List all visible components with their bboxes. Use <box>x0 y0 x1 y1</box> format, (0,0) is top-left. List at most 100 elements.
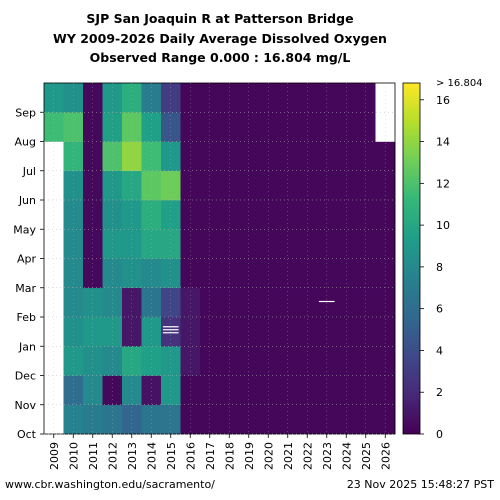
heatmap-cell <box>83 346 103 376</box>
heatmap-cell <box>200 258 220 289</box>
heatmap-cell <box>336 287 357 318</box>
heatmap-cell <box>278 170 298 201</box>
footer-source: www.cbr.washington.edu/sacramento/ <box>5 478 215 491</box>
heatmap-cell <box>297 229 318 259</box>
heatmap-cell <box>63 200 84 230</box>
missing-data-streak <box>162 326 179 328</box>
heatmap-cell <box>102 200 123 230</box>
x-tick-label: 2022 <box>301 442 314 470</box>
heatmap-cell <box>180 287 201 318</box>
heatmap-cell <box>102 346 123 376</box>
heatmap-cell <box>317 375 337 406</box>
heatmap-cell <box>102 375 123 406</box>
heatmap-cell <box>258 258 279 289</box>
heatmap-cell <box>44 258 64 289</box>
heatmap-cell <box>317 346 337 376</box>
heatmap-cell <box>83 287 103 318</box>
x-tick-label: 2021 <box>282 442 295 470</box>
heatmap-cell <box>239 346 259 376</box>
heatmap-cell <box>44 375 64 406</box>
heatmap-cell <box>44 346 64 376</box>
heatmap-cell <box>258 200 279 230</box>
heatmap-cell <box>317 141 337 172</box>
colorbar-tick-label: 4 <box>436 344 443 357</box>
heatmap-cell <box>278 258 298 289</box>
heatmap-cell <box>375 287 396 318</box>
colorbar-tick-label: 8 <box>436 261 443 274</box>
x-tick-label: 2009 <box>48 442 61 470</box>
x-tick-label: 2019 <box>243 442 256 470</box>
heatmap-cell <box>63 229 84 259</box>
heatmap-cell <box>375 200 396 230</box>
heatmap-cell <box>102 258 123 289</box>
heatmap-cell <box>336 375 357 406</box>
heatmap-cell <box>180 346 201 376</box>
y-tick-label: Jun <box>18 194 36 207</box>
x-tick-label: 2016 <box>184 442 197 470</box>
y-tick-label: Nov <box>15 399 37 412</box>
heatmap-cell <box>297 346 318 376</box>
heatmap-cell <box>161 346 181 376</box>
heatmap-cell <box>336 200 357 230</box>
heatmap-cell <box>180 229 201 259</box>
heatmap-cell <box>180 258 201 289</box>
y-tick-label: Apr <box>17 253 37 266</box>
heatmap-cell <box>200 170 220 201</box>
heatmap-cell <box>297 287 318 318</box>
heatmap-cell <box>375 170 396 201</box>
heatmap-cell <box>356 170 376 201</box>
heatmap-cell <box>122 141 142 172</box>
colorbar-over-label: > 16.804 <box>436 78 483 89</box>
heatmap-cell <box>200 141 220 172</box>
chart-title-line-1: SJP San Joaquin R at Patterson Bridge <box>86 11 354 26</box>
heatmap-cell <box>336 346 357 376</box>
heatmap-cell <box>83 170 103 201</box>
heatmap-cell <box>258 346 279 376</box>
heatmap-cell <box>141 141 162 172</box>
heatmap-cell <box>356 229 376 259</box>
heatmap-cell <box>102 141 123 172</box>
heatmap-cell <box>141 258 162 289</box>
heatmap-cell <box>239 287 259 318</box>
heatmap-cell <box>180 170 201 201</box>
heatmap-cell <box>83 375 103 406</box>
heatmap-cell <box>63 287 84 318</box>
heatmap-cell <box>200 346 220 376</box>
missing-data-streak <box>162 329 179 331</box>
heatmap-cell <box>258 287 279 318</box>
x-tick-label: 2013 <box>126 442 139 470</box>
heatmap-cell <box>297 170 318 201</box>
heatmap-cell <box>278 229 298 259</box>
y-tick-label: Dec <box>15 370 36 383</box>
colorbar-tick-label: 16 <box>436 94 450 107</box>
heatmap-cell <box>336 141 357 172</box>
heatmap-cell <box>258 170 279 201</box>
x-tick-label: 2024 <box>340 442 353 470</box>
heatmap-cell <box>219 346 240 376</box>
footer-timestamp: 23 Nov 2025 15:48:27 PST <box>346 478 494 491</box>
heatmap-cell <box>161 83 181 113</box>
heatmap-cell <box>44 287 64 318</box>
heatmap-cell <box>63 170 84 201</box>
heatmap-cell <box>278 375 298 406</box>
heatmap-cell <box>63 375 84 406</box>
heatmap-cell <box>219 375 240 406</box>
heatmap-cell <box>141 229 162 259</box>
heatmap-cell <box>200 229 220 259</box>
colorbar-tick-label: 2 <box>436 386 443 399</box>
colorbar-tick-label: 14 <box>436 136 450 149</box>
heatmap-cell <box>297 141 318 172</box>
colorbar-scale <box>402 82 421 435</box>
heatmap-cell <box>375 141 396 172</box>
heatmap-cell <box>63 346 84 376</box>
heatmap-cell <box>161 287 181 318</box>
heatmap-cell <box>102 287 123 318</box>
heatmap-cell <box>239 83 259 113</box>
heatmap-cell <box>141 346 162 376</box>
heatmap-cell <box>122 200 142 230</box>
heatmap-cell <box>161 141 181 172</box>
heatmap-cell <box>200 287 220 318</box>
x-tick-label: 2018 <box>223 442 236 470</box>
colorbar-tick-label: 0 <box>436 428 443 441</box>
